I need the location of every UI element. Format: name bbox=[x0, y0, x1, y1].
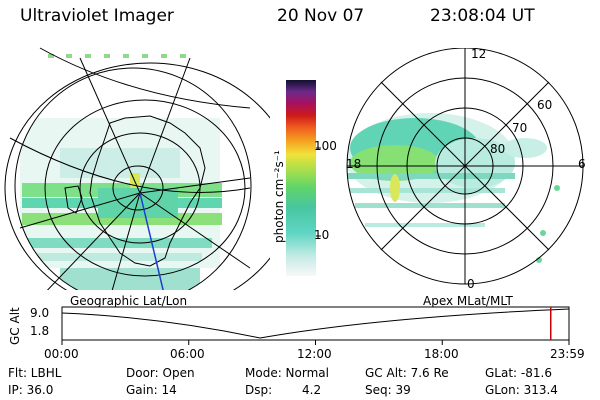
time-label: 23:08:04 UT bbox=[430, 6, 535, 26]
colorbar-tick-100: 100 bbox=[314, 139, 337, 153]
timeline-xtick-0000: 00:00 bbox=[44, 347, 79, 361]
glat-readout: GLat: -81.6 bbox=[485, 366, 552, 380]
timeline-xtick-0600: 06:00 bbox=[170, 347, 205, 361]
mlt-label-12: 12 bbox=[471, 47, 487, 61]
colorbar-tick-10: 10 bbox=[314, 228, 330, 242]
seq-readout: Seq: 39 bbox=[365, 383, 411, 397]
colorbar bbox=[286, 80, 321, 276]
timeline-plot bbox=[61, 306, 570, 345]
geographic-caption: Geographic Lat/Lon bbox=[70, 294, 188, 308]
gc-alt-readout: GC Alt: 7.6 Re bbox=[365, 366, 449, 380]
gain-readout: Gain: 14 bbox=[126, 383, 177, 397]
date-label: 20 Nov 07 bbox=[277, 6, 365, 26]
dsp-value: 4.2 bbox=[302, 383, 322, 397]
mlt-label-6: 6 bbox=[578, 157, 586, 171]
timeline-ytick-top: 9.0 bbox=[30, 306, 50, 320]
timeline-xtick-1800: 18:00 bbox=[424, 347, 459, 361]
timeline-xtick-1200: 12:00 bbox=[297, 347, 332, 361]
lat-label-70: 70 bbox=[512, 121, 528, 135]
filter-readout: Flt: LBHL bbox=[8, 366, 62, 380]
mlt-label-0: 0 bbox=[467, 277, 475, 291]
apex-caption: Apex MLat/MLT bbox=[423, 294, 513, 308]
timeline-ytick-bottom: 1.8 bbox=[30, 324, 50, 338]
polar-map bbox=[346, 48, 584, 285]
ip-readout: IP: 36.0 bbox=[8, 383, 54, 397]
geographic-map bbox=[4, 47, 270, 290]
dsp-label: Dsp: bbox=[245, 383, 273, 397]
instrument-title: Ultraviolet Imager bbox=[20, 6, 174, 26]
timeline-ylabel: GC Alt bbox=[8, 307, 22, 345]
timeline-xtick-2359: 23:59 bbox=[550, 347, 585, 361]
lat-label-80: 80 bbox=[490, 142, 506, 156]
lat-label-60: 60 bbox=[537, 98, 553, 112]
colorbar-label: photon cm⁻²s⁻¹ bbox=[272, 150, 286, 243]
door-readout: Door: Open bbox=[126, 366, 195, 380]
mode-readout: Mode: Normal bbox=[245, 366, 329, 380]
glon-readout: GLon: 313.4 bbox=[485, 383, 558, 397]
meridian-line bbox=[139, 192, 164, 290]
mlt-label-18: 18 bbox=[346, 157, 362, 171]
